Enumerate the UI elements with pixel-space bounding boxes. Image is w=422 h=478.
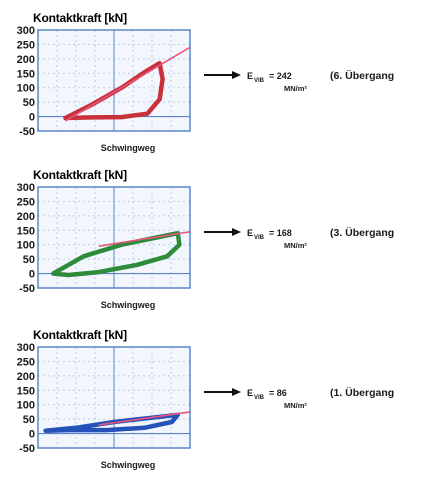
y-tick-label: 250 (17, 39, 35, 51)
chart-panel-2: 300 250 200 150 100 50 0 -50 Kontaktkraft [kN] Sc… (0, 165, 422, 315)
y-tick-label: 50 (23, 414, 35, 426)
secant-line (98, 411, 191, 426)
modulus-value: = 86 (269, 388, 287, 398)
modulus-unit: MN/m² (284, 84, 307, 93)
y-tick-label: 100 (17, 83, 35, 95)
chart-panel-3: 300 250 200 150 100 50 0 -50 Kontaktkraft [kN] Sc… (0, 325, 422, 475)
y-tick-label: -50 (19, 283, 35, 295)
y-tick-label: 0 (29, 269, 35, 281)
y-tick-label: 300 (17, 182, 35, 194)
y-tick-label: 300 (17, 25, 35, 37)
y-tick-label: 150 (17, 68, 35, 80)
chart-svg: 300 250 200 150 100 50 0 -50 Kontaktkraft [kN] Sc… (17, 328, 395, 470)
y-tick-label: -50 (19, 126, 35, 138)
modulus-unit: MN/m² (284, 401, 307, 410)
transition-label: (3. Übergang (330, 226, 394, 239)
transition-label: (6. Übergang (330, 69, 394, 82)
y-axis-title: Kontaktkraft [kN] (33, 168, 127, 182)
y-tick-label: 200 (17, 371, 35, 383)
y-axis-title: Kontaktkraft [kN] (33, 328, 127, 342)
y-axis-title: Kontaktkraft [kN] (33, 11, 127, 25)
y-tick-label: 100 (17, 400, 35, 412)
y-tick-label: 50 (23, 254, 35, 266)
y-tick-label: 150 (17, 385, 35, 397)
y-tick-label: 50 (23, 97, 35, 109)
y-tick-label: 0 (29, 429, 35, 441)
modulus-label: E (247, 228, 253, 238)
modulus-value: = 168 (269, 228, 292, 238)
modulus-subscript: VIB (254, 395, 265, 401)
modulus-unit: MN/m² (284, 241, 307, 250)
x-axis-label: Schwingweg (101, 143, 156, 153)
secant-line (64, 46, 191, 122)
secant-line (98, 230, 191, 247)
chart-svg: 300 250 200 150 100 50 0 -50 Kontaktkraft [kN] Sc… (17, 11, 395, 153)
transition-label: (1. Übergang (330, 386, 394, 399)
hysteresis-loop (43, 412, 181, 433)
x-axis-label: Schwingweg (101, 300, 156, 310)
modulus-label: E (247, 71, 253, 81)
plot-frame (37, 346, 191, 449)
arrow-head-icon (232, 71, 241, 79)
y-tick-label: 200 (17, 211, 35, 223)
arrow-head-icon (232, 228, 241, 236)
y-tick-label: 0 (29, 112, 35, 124)
modulus-value: = 242 (269, 71, 292, 81)
plot-frame (37, 29, 191, 132)
modulus-label: E (247, 388, 253, 398)
chart-svg: 300 250 200 150 100 50 0 -50 Kontaktkraft [kN] Sc… (17, 168, 395, 310)
y-tick-label: 100 (17, 240, 35, 252)
modulus-subscript: VIB (254, 78, 265, 84)
y-tick-label: -50 (19, 443, 35, 455)
x-axis-label: Schwingweg (101, 460, 156, 470)
y-tick-label: 300 (17, 342, 35, 354)
chart-panel-1: 300 250 200 150 100 50 0 -50 Kontaktkraft [kN] Sc… (0, 8, 422, 158)
y-tick-label: 150 (17, 225, 35, 237)
hysteresis-loop (50, 230, 182, 278)
plot-frame (37, 186, 191, 289)
y-tick-label: 250 (17, 196, 35, 208)
y-tick-label: 250 (17, 356, 35, 368)
arrow-head-icon (232, 388, 241, 396)
y-tick-label: 200 (17, 54, 35, 66)
modulus-subscript: VIB (254, 235, 265, 241)
